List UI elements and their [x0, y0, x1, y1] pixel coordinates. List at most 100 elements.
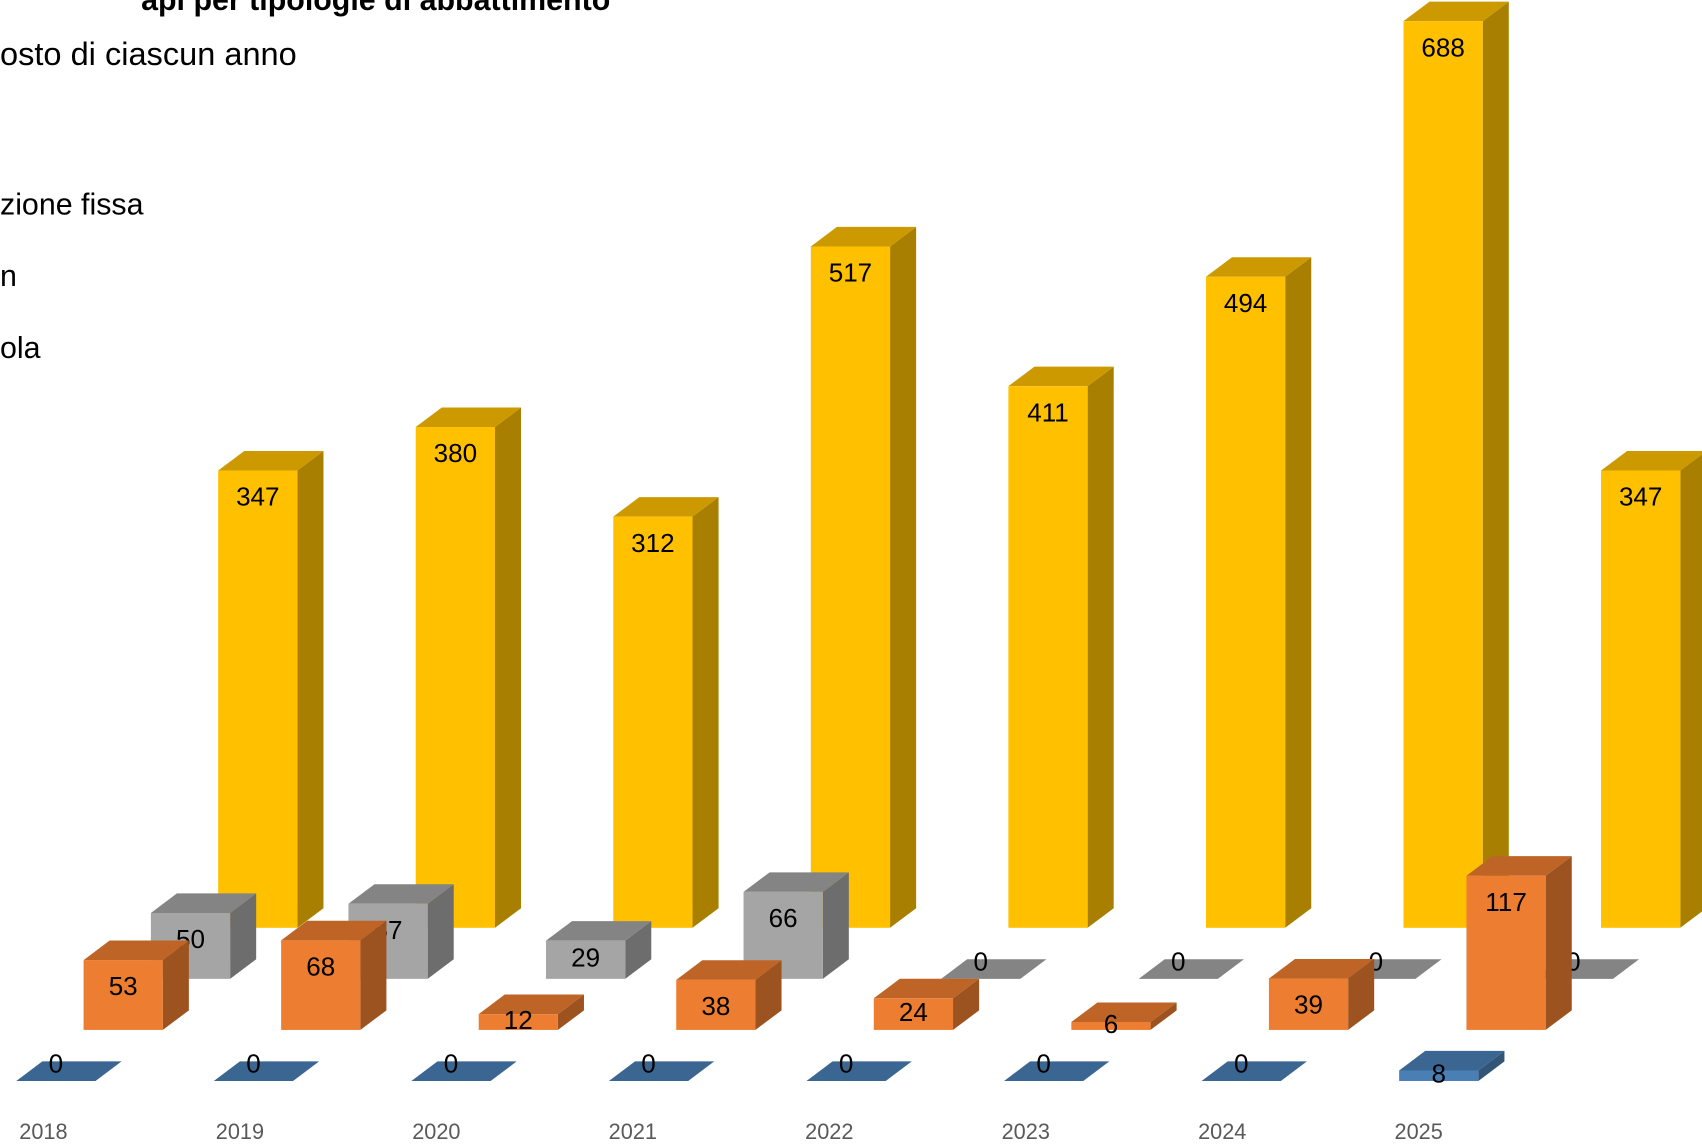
- bar-top: [1071, 1002, 1177, 1023]
- chart-subtitle: osto di ciascun anno: [0, 36, 297, 72]
- data-label: 117: [1485, 887, 1527, 917]
- bar: [1205, 257, 1312, 928]
- bar: [1201, 1061, 1307, 1081]
- bar: [16, 1061, 122, 1081]
- bar-top: [16, 1061, 122, 1081]
- bar-front: [676, 979, 756, 1030]
- x-tick-label: 2022: [805, 1119, 853, 1144]
- bar-front: [478, 1014, 558, 1030]
- data-label: 494: [1224, 288, 1267, 318]
- bar-top: [281, 920, 387, 941]
- data-label: 411: [1027, 397, 1069, 427]
- bar-front: [1205, 276, 1286, 928]
- bar: [545, 921, 652, 979]
- x-tick-label: 2020: [412, 1119, 460, 1144]
- legend-label: zione fissa: [0, 187, 144, 221]
- bar: [743, 872, 849, 979]
- bar-side: [1150, 1002, 1177, 1030]
- data-label: 0: [246, 1049, 260, 1079]
- bar-side: [162, 940, 189, 1030]
- data-label: 0: [1171, 947, 1185, 977]
- data-label: 38: [701, 991, 730, 1021]
- bar-front: [1466, 875, 1546, 1030]
- data-label: 0: [1234, 1049, 1248, 1079]
- bar: [411, 1061, 517, 1081]
- bar-side: [1087, 366, 1114, 928]
- bar-side: [755, 960, 782, 1030]
- bar-side: [427, 884, 454, 979]
- data-label: 0: [973, 947, 987, 977]
- bar-side: [297, 450, 324, 928]
- bar-side: [953, 978, 980, 1030]
- bar-front: [1268, 978, 1349, 1030]
- bar-side: [1680, 454, 1702, 928]
- bar-top: [545, 921, 652, 941]
- bar-top: [1403, 1, 1509, 22]
- bar: [806, 1061, 912, 1081]
- bar-side: [890, 226, 917, 928]
- bar-side: [494, 407, 522, 928]
- bar-side: [822, 872, 849, 979]
- bar: [1004, 1061, 1110, 1081]
- bar-side: [625, 921, 652, 979]
- bar: [1466, 856, 1572, 1030]
- bar-top: [1268, 958, 1375, 979]
- bar-top: [218, 450, 324, 471]
- bar-top: [150, 893, 257, 913]
- bar: [213, 1061, 320, 1081]
- data-label: 0: [444, 1049, 458, 1079]
- bar-front: [83, 960, 163, 1030]
- bar-top: [941, 959, 1047, 979]
- data-label: 6: [1104, 1009, 1118, 1039]
- bar-side: [1482, 1, 1509, 928]
- bar-side: [557, 994, 584, 1030]
- data-label: 8: [1432, 1059, 1446, 1089]
- bar-top: [1004, 1061, 1110, 1081]
- bar: [1399, 1050, 1505, 1081]
- bar: [941, 959, 1047, 979]
- bar-front: [613, 516, 693, 928]
- bar: [218, 450, 324, 928]
- data-label: 0: [839, 1049, 853, 1079]
- bar-front: [281, 940, 361, 1030]
- data-label: 0: [1036, 1049, 1050, 1079]
- bar: [281, 920, 387, 1030]
- bar-top: [613, 497, 719, 517]
- bar: [1008, 366, 1114, 928]
- bar: [1601, 450, 1702, 928]
- data-label: 347: [236, 482, 279, 512]
- bar-top: [1138, 959, 1244, 979]
- bar-top: [873, 978, 980, 999]
- data-label: 53: [109, 971, 138, 1001]
- bar-top: [1201, 1061, 1307, 1081]
- legend-label: n: [0, 259, 17, 293]
- data-label: 29: [571, 943, 600, 973]
- bar-top: [348, 884, 454, 904]
- data-label: 39: [1294, 990, 1323, 1020]
- bar-side: [230, 893, 257, 979]
- x-tick-label: 2024: [1198, 1119, 1246, 1144]
- x-tick-label: 2023: [1002, 1119, 1050, 1144]
- bar-top: [810, 226, 917, 247]
- bar-top: [213, 1061, 320, 1081]
- bar-front: [873, 998, 954, 1030]
- data-label: 347: [1619, 482, 1662, 512]
- bar: [1403, 1, 1509, 928]
- data-label: 24: [899, 997, 928, 1027]
- bar-top: [1466, 856, 1572, 876]
- bar: [676, 960, 782, 1030]
- bar-top: [1399, 1050, 1505, 1071]
- data-label: 380: [434, 438, 477, 468]
- bar-top: [478, 994, 584, 1015]
- data-label: 12: [504, 1005, 533, 1035]
- bar: [1071, 1002, 1177, 1030]
- bar: [1138, 959, 1244, 979]
- bar-front: [1399, 1070, 1479, 1081]
- bar-front: [415, 427, 495, 928]
- bar-front: [810, 246, 891, 928]
- data-label: 0: [641, 1049, 655, 1079]
- bar-side: [692, 497, 719, 928]
- bar-side: [1545, 856, 1572, 1030]
